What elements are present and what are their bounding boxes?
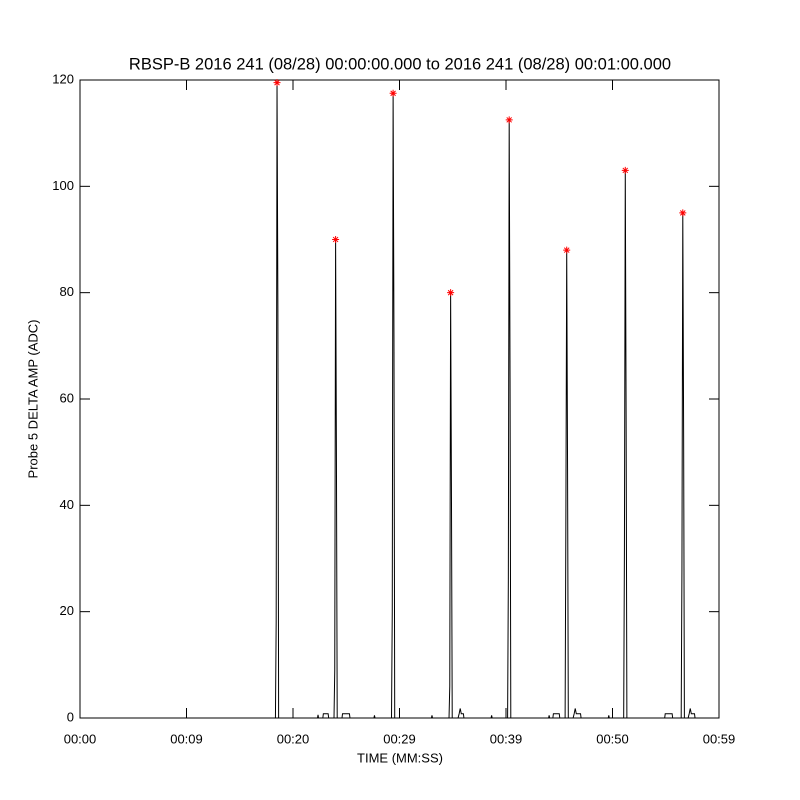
y-tick-label: 60 — [60, 390, 74, 405]
y-tick-label: 0 — [67, 709, 74, 724]
x-tick-label: 00:20 — [277, 731, 310, 746]
peak-marker — [563, 246, 571, 254]
peak-marker — [505, 116, 513, 124]
x-tick-label: 00:39 — [490, 731, 523, 746]
y-tick-label: 40 — [60, 497, 74, 512]
y-tick-label: 20 — [60, 603, 74, 618]
x-tick-label: 00:59 — [703, 731, 736, 746]
chart-title: RBSP-B 2016 241 (08/28) 00:00:00.000 to … — [129, 55, 671, 73]
x-tick-label: 00:50 — [596, 731, 629, 746]
x-tick-label: 00:29 — [383, 731, 416, 746]
y-axis-label: Probe 5 DELTA AMP (ADC) — [25, 320, 40, 479]
y-tick-label: 80 — [60, 284, 74, 299]
x-tick-label: 00:09 — [170, 731, 203, 746]
peak-marker — [273, 79, 281, 87]
peak-marker — [389, 89, 397, 97]
y-tick-label: 100 — [52, 178, 74, 193]
plot-frame — [79, 79, 720, 719]
peak-marker — [447, 289, 455, 297]
peak-marker — [332, 236, 340, 243]
y-tick-label: 120 — [52, 71, 74, 86]
x-tick-label: 00:00 — [64, 731, 97, 746]
x-axis-label: TIME (MM:SS) — [357, 750, 443, 765]
peak-marker — [679, 209, 687, 217]
peak-marker — [621, 166, 629, 174]
data-line — [80, 82, 696, 719]
